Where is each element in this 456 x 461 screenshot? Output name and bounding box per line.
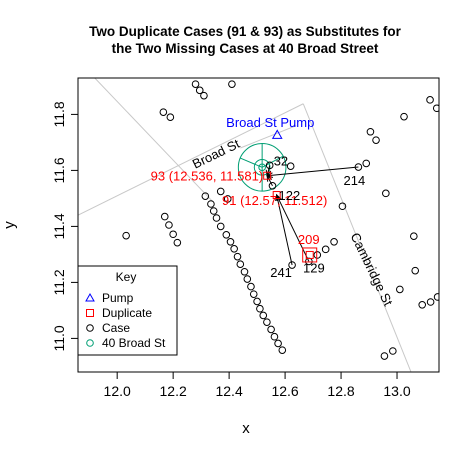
chart-title-line-2: the Two Missing Cases at 40 Broad Street xyxy=(112,41,379,56)
case-point xyxy=(271,333,278,340)
case-point xyxy=(381,353,388,360)
case-label-214: 214 xyxy=(344,173,366,188)
x-tick-label: 12.8 xyxy=(327,383,354,399)
case-point xyxy=(397,286,404,293)
case-point xyxy=(275,340,282,347)
legend: Key PumpDuplicateCase40 Broad St xyxy=(78,266,177,355)
duplicate-label-209: 209 xyxy=(298,232,320,247)
case-label-241: 241 xyxy=(270,265,292,280)
legend-duplicate-label: Duplicate xyxy=(102,306,152,320)
case-label-122: 122 xyxy=(278,188,300,203)
legend-pump-label: Pump xyxy=(102,291,134,305)
x-axis-label: x xyxy=(242,420,250,437)
case-point xyxy=(250,291,257,298)
x-tick-label: 12.4 xyxy=(215,383,242,399)
case-point xyxy=(231,246,238,253)
x-tick-label: 13.0 xyxy=(383,383,410,399)
road-label: Cambridge St xyxy=(348,230,396,308)
y-tick-label: 11.4 xyxy=(51,213,67,239)
case-point xyxy=(434,294,441,301)
pump-label: Broad St Pump xyxy=(226,115,314,130)
duplicate-label-93: 93 (12.536, 11.581) xyxy=(151,169,264,184)
case-point xyxy=(427,299,434,306)
case-point xyxy=(401,113,408,120)
chart-title-line-1: Two Duplicate Cases (91 & 93) as Substit… xyxy=(89,24,402,39)
case-point xyxy=(260,312,267,319)
case-point xyxy=(268,326,275,333)
case-point xyxy=(314,252,321,259)
case-point xyxy=(427,97,434,104)
case-point xyxy=(217,223,224,230)
case-point xyxy=(248,283,255,290)
case-point xyxy=(213,215,220,222)
y-axis-label: y xyxy=(1,221,18,229)
case-point xyxy=(208,201,215,208)
y-tick-label: 11.6 xyxy=(51,157,67,183)
case-point xyxy=(287,163,294,170)
case-point xyxy=(383,190,390,197)
case-label-129: 129 xyxy=(303,260,325,275)
case-point xyxy=(123,232,130,239)
case-point xyxy=(331,239,338,246)
case-point xyxy=(241,268,248,275)
case-point xyxy=(223,232,230,239)
legend-title: Key xyxy=(116,270,137,284)
case-point xyxy=(363,160,370,167)
case-point xyxy=(160,109,167,116)
x-tick-label: 12.2 xyxy=(160,383,187,399)
case-point xyxy=(419,302,426,309)
case-point xyxy=(411,233,418,240)
case-point xyxy=(254,298,261,305)
y-tick-label: 11.2 xyxy=(51,269,67,295)
duplicate-label-91: 91 (12.57, 11.512) xyxy=(222,193,327,208)
y-tick-label: 11.8 xyxy=(51,101,67,127)
x-tick-label: 12.0 xyxy=(104,383,131,399)
road-label: Broad St xyxy=(190,136,242,172)
case-point xyxy=(257,305,264,312)
case-point xyxy=(244,276,251,283)
case-point xyxy=(167,114,174,121)
case-point xyxy=(412,267,419,274)
case-point xyxy=(210,208,217,215)
case-point xyxy=(170,231,177,238)
case-point xyxy=(279,347,286,354)
case-point xyxy=(373,137,380,144)
case-point xyxy=(229,81,236,88)
case-point xyxy=(227,239,234,246)
case-point xyxy=(174,239,181,246)
case-point xyxy=(237,261,244,268)
case-point xyxy=(201,92,208,99)
case-label-32: 32 xyxy=(274,153,288,168)
case-point xyxy=(161,213,168,220)
case-point xyxy=(367,128,374,135)
y-tick-label: 11.0 xyxy=(51,325,67,351)
case-point xyxy=(166,222,173,229)
legend-case-label: Case xyxy=(102,321,130,335)
case-point xyxy=(390,348,397,355)
case-point xyxy=(264,319,271,326)
case-point xyxy=(192,81,199,88)
x-tick-label: 12.6 xyxy=(271,383,298,399)
case-point xyxy=(322,246,329,253)
case-point xyxy=(234,253,241,260)
legend-40-broad-st-label: 40 Broad St xyxy=(102,336,166,350)
